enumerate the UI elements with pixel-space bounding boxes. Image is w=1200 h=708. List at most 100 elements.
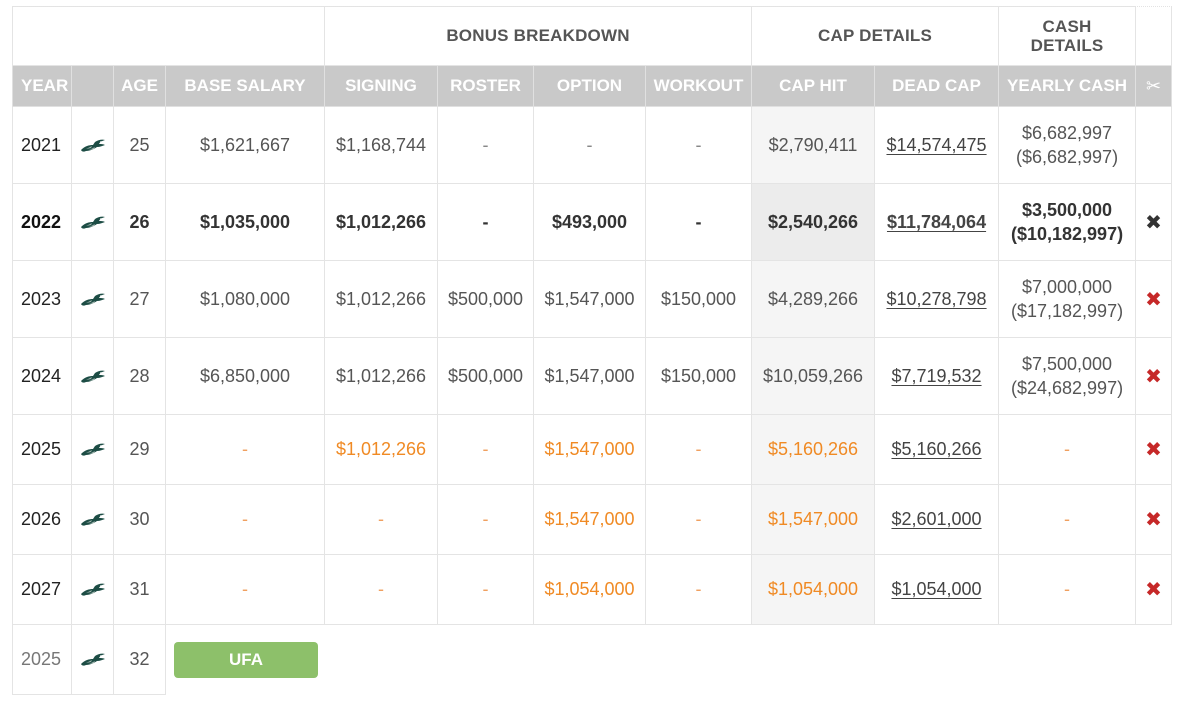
signing-cell: $1,012,266 — [324, 414, 438, 485]
action-cell[interactable]: ✖ — [1135, 554, 1173, 625]
cap-hit-cell: $1,054,000 — [751, 554, 876, 625]
table-row: 2024 28 $6,850,000 $1,012,266 $500,000 $1,547… — [12, 337, 1173, 415]
base-salary-cell: $1,621,667 — [165, 106, 325, 184]
option-cell: $1,547,000 — [533, 260, 646, 338]
dead-cap-cell[interactable]: $5,160,266 — [874, 414, 1000, 485]
dead-cap-link[interactable]: $1,054,000 — [891, 579, 982, 599]
yearly-cash-cell: - — [998, 554, 1137, 625]
eagles-logo-icon — [80, 293, 105, 306]
year-cell: 2025 — [12, 414, 72, 485]
action-cell[interactable]: ✖ — [1135, 337, 1173, 415]
contract-rows: 2021 25 $1,621,667 $1,168,744- - - $2,790,411 $… — [12, 106, 1173, 695]
signing-cell: - — [324, 554, 438, 625]
yearly-cash-value: $6,682,997 — [1021, 123, 1113, 143]
year-cell: 2021 — [12, 106, 72, 184]
option-cell: $493,000 — [533, 183, 646, 261]
base-salary-cell: $6,850,000 — [165, 337, 325, 415]
team-cell — [71, 337, 114, 415]
remove-icon[interactable]: ✖ — [1145, 439, 1162, 461]
yearly-cash-cell: - — [998, 484, 1137, 555]
col-yearly-cash[interactable]: YEARLY CASH — [998, 65, 1137, 107]
yearly-cash-value: $7,500,000 — [1021, 354, 1113, 374]
contract-table-container: BONUS BREAKDOWN CAP DETAILS CASH DETAILS… — [12, 6, 1173, 695]
dead-cap-cell[interactable]: $2,601,000 — [874, 484, 1000, 555]
group-header-cash: CASH DETAILS — [998, 6, 1137, 66]
dead-cap-link[interactable]: $7,719,532 — [891, 365, 982, 386]
dead-cap-link[interactable]: $14,574,475 — [886, 134, 987, 155]
group-header-blank — [12, 6, 325, 66]
signing-cell: - — [324, 484, 438, 555]
age-cell: 27 — [113, 260, 166, 338]
col-roster[interactable]: ROSTER — [437, 65, 534, 107]
dead-cap-cell[interactable]: $1,054,000 — [874, 554, 1000, 625]
year-cell: 2026 — [12, 484, 72, 555]
col-workout[interactable]: WORKOUT — [644, 65, 753, 107]
cap-hit-cell: $1,547,000 — [751, 484, 876, 555]
team-cell — [71, 624, 114, 695]
group-header-bonus: BONUS BREAKDOWN — [323, 6, 753, 66]
ufa-badge-cell: UFA — [166, 625, 1172, 695]
signing-cell: $1,168,744 — [324, 106, 438, 184]
yearly-cash-cell: $6,682,997 ($6,682,997) — [998, 106, 1137, 184]
team-cell — [71, 484, 114, 555]
dead-cap-link[interactable]: $11,784,064 — [886, 211, 987, 232]
table-row: 2027 31- - - $1,054,000- $1,054,000 $1,054,000… — [12, 554, 1173, 625]
yearly-cash-value: $7,000,000 — [1021, 277, 1113, 297]
cumulative-cash-value: ($6,682,997) — [1015, 147, 1119, 167]
signing-cell: $1,012,266 — [324, 337, 438, 415]
col-cap-hit[interactable]: CAP HIT — [751, 65, 876, 107]
workout-cell: $150,000 — [644, 260, 753, 338]
dead-cap-link[interactable]: $2,601,000 — [891, 509, 982, 529]
group-header-action-blank — [1135, 6, 1173, 66]
col-action: ✂ — [1135, 65, 1173, 107]
remove-icon[interactable]: ✖ — [1145, 288, 1162, 311]
signing-cell: $1,012,266 — [324, 183, 438, 261]
eagles-logo-icon — [80, 443, 105, 456]
dead-cap-link[interactable]: $5,160,266 — [891, 439, 982, 459]
table-row: 2022 26 $1,035,000 $1,012,266- $493,000- $2,5… — [12, 183, 1173, 261]
age-cell: 31 — [113, 554, 166, 625]
team-cell — [71, 183, 114, 261]
table-row: 2026 30- - - $1,547,000- $1,547,000 $2,601,000… — [12, 484, 1173, 555]
action-cell[interactable]: ✖ — [1135, 183, 1173, 261]
col-dead-cap[interactable]: DEAD CAP — [874, 65, 1000, 107]
action-cell[interactable]: ✖ — [1135, 414, 1173, 485]
col-age[interactable]: AGE — [113, 65, 166, 107]
base-salary-cell: - — [165, 554, 325, 625]
col-signing[interactable]: SIGNING — [324, 65, 438, 107]
base-salary-cell: $1,035,000 — [165, 183, 325, 261]
team-cell — [71, 106, 114, 184]
remove-icon[interactable]: ✖ — [1145, 365, 1162, 388]
dead-cap-cell[interactable]: $14,574,475 — [874, 106, 1000, 184]
remove-icon[interactable]: ✖ — [1145, 211, 1162, 234]
group-header-cash-line2: DETAILS — [1030, 36, 1104, 55]
year-cell: 2025 — [12, 624, 72, 695]
base-salary-cell: $1,080,000 — [165, 260, 325, 338]
action-cell[interactable]: ✖ — [1135, 484, 1173, 555]
workout-cell: - — [644, 484, 753, 555]
remove-icon[interactable]: ✖ — [1145, 509, 1162, 531]
cumulative-cash-value: ($17,182,997) — [1010, 301, 1124, 321]
col-base-salary[interactable]: BASE SALARY — [165, 65, 325, 107]
action-cell[interactable] — [1135, 106, 1173, 184]
option-cell: $1,547,000 — [533, 484, 646, 555]
year-cell: 2024 — [12, 337, 72, 415]
year-cell: 2023 — [12, 260, 72, 338]
dead-cap-link[interactable]: $10,278,798 — [886, 288, 987, 309]
dead-cap-cell[interactable]: $11,784,064 — [874, 183, 1000, 261]
eagles-logo-icon — [80, 139, 105, 152]
eagles-logo-icon — [80, 216, 105, 229]
col-option[interactable]: OPTION — [533, 65, 646, 107]
cap-hit-cell: $10,059,266 — [751, 337, 876, 415]
dead-cap-cell[interactable]: $10,278,798 — [874, 260, 1000, 338]
dead-cap-cell[interactable]: $7,719,532 — [874, 337, 1000, 415]
remove-icon[interactable]: ✖ — [1145, 579, 1162, 601]
cap-hit-cell: $4,289,266 — [751, 260, 876, 338]
eagles-logo-icon — [80, 583, 105, 596]
cumulative-cash-value: ($10,182,997) — [1010, 224, 1124, 244]
action-cell[interactable]: ✖ — [1135, 260, 1173, 338]
col-year[interactable]: YEAR — [12, 65, 72, 107]
signing-cell: $1,012,266 — [324, 260, 438, 338]
workout-cell: - — [644, 414, 753, 485]
roster-cell: $500,000 — [437, 337, 534, 415]
